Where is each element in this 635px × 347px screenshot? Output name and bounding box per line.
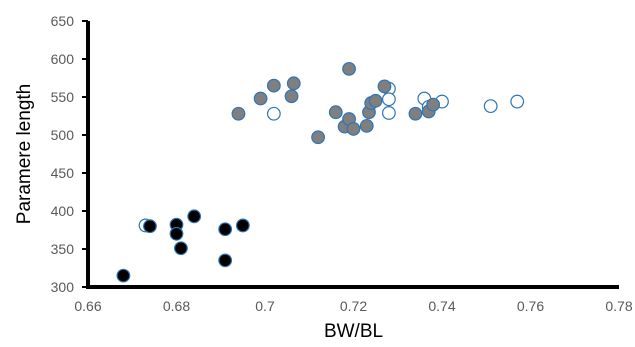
y-tick-label: 500 <box>51 127 75 143</box>
data-point-series-2 <box>377 79 392 94</box>
data-point-series-2 <box>368 93 383 108</box>
data-point-series-2 <box>346 122 361 136</box>
data-point-series-3 <box>235 218 250 233</box>
data-point-series-3 <box>218 253 233 268</box>
data-point-series-1 <box>382 106 396 120</box>
y-tick-label: 300 <box>51 279 75 295</box>
x-tick-label: 0.78 <box>605 298 632 314</box>
y-axis-title: Paramere length <box>14 84 35 224</box>
data-point-series-2 <box>231 106 246 121</box>
data-point-series-2 <box>286 76 301 91</box>
x-tick-label: 0.66 <box>74 298 101 314</box>
data-point-series-2 <box>408 106 423 121</box>
y-axis-ticks: 300 350 400 450 500 550 600 650 <box>51 13 88 295</box>
data-point-series-2 <box>342 61 356 76</box>
data-point-series-3 <box>218 222 233 237</box>
data-point-series-2 <box>426 97 441 112</box>
data-point-series-1 <box>266 106 281 121</box>
x-tick-label: 0.74 <box>428 298 455 314</box>
data-point-series-2 <box>253 91 268 106</box>
data-point-series-2 <box>328 105 343 120</box>
data-point-series-1 <box>382 92 396 107</box>
data-point-series-2 <box>284 89 299 104</box>
x-axis-title: BW/BL <box>324 321 383 342</box>
data-point-series-2 <box>311 130 326 145</box>
y-tick-label: 650 <box>51 13 75 29</box>
data-point-series-3 <box>116 268 131 283</box>
data-point-series-1 <box>510 94 525 109</box>
data-point-series-2 <box>359 118 374 133</box>
data-point-series-3 <box>143 219 157 234</box>
y-tick-label: 400 <box>51 203 75 219</box>
data-point-series-3 <box>174 241 188 256</box>
x-tick-label: 0.68 <box>163 298 190 314</box>
data-points <box>116 61 525 283</box>
y-tick-label: 600 <box>51 51 75 67</box>
data-point-series-2 <box>266 78 281 93</box>
x-tick-label: 0.7 <box>255 298 275 314</box>
x-axis-ticks: 0.66 0.68 0.7 0.72 0.74 0.76 0.78 <box>74 298 632 314</box>
data-point-series-3 <box>169 226 184 241</box>
y-tick-label: 350 <box>51 241 75 257</box>
data-point-series-1 <box>483 99 498 114</box>
x-tick-label: 0.76 <box>517 298 544 314</box>
data-point-series-3 <box>187 209 202 224</box>
y-tick-label: 450 <box>51 165 75 181</box>
y-tick-label: 550 <box>51 89 75 105</box>
x-tick-label: 0.72 <box>340 298 367 314</box>
